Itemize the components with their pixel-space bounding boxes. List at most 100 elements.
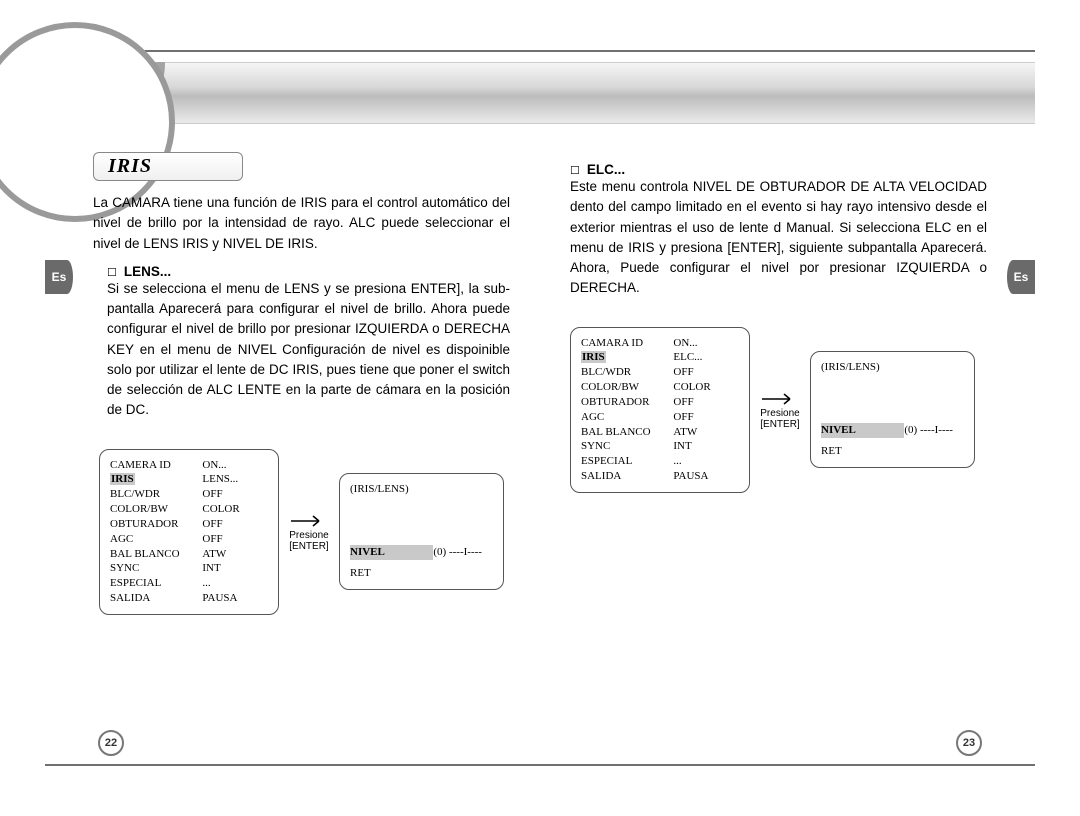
menu-value: COLOR	[202, 502, 264, 517]
menu-row: BLC/WDROFF	[110, 487, 264, 502]
menu-value: PAUSA	[673, 469, 735, 484]
elc-nivel-label: NIVEL	[821, 423, 904, 438]
menu-row: CAMARA IDON...	[581, 336, 735, 351]
menu-label: SYNC	[110, 561, 202, 576]
menu-row: SALIDAPAUSA	[581, 469, 735, 484]
menu-label: SYNC	[581, 439, 673, 454]
menu-label: IRIS	[110, 472, 202, 487]
menu-row: AGCOFF	[110, 532, 264, 547]
menu-value: OFF	[673, 365, 735, 380]
menu-label: ESPECIAL	[110, 576, 202, 591]
menu-row: BAL BLANCOATW	[581, 425, 735, 440]
menu-label: BLC/WDR	[110, 487, 202, 502]
menu-value: OFF	[202, 532, 264, 547]
lens-main-menu-table: CAMERA IDON...IRISLENS...BLC/WDROFFCOLOR…	[110, 458, 264, 606]
menu-label: SALIDA	[581, 469, 673, 484]
lens-nivel-label: NIVEL	[350, 545, 433, 560]
menu-value: OFF	[202, 517, 264, 532]
lens-sub-table: NIVEL(0) ----I----	[350, 545, 489, 560]
elc-arrow-block: Presione [ENTER]	[760, 390, 800, 430]
menu-value: INT	[202, 561, 264, 576]
lang-tab-right: Es	[1007, 260, 1035, 294]
lens-nivel-value: (0) ----I----	[433, 545, 489, 560]
menu-row: COLOR/BWCOLOR	[581, 380, 735, 395]
menu-value: ...	[673, 454, 735, 469]
menu-label: OBTURADOR	[110, 517, 202, 532]
menu-row: AGCOFF	[581, 410, 735, 425]
section-title: IRIS	[108, 155, 152, 177]
menu-row: IRISLENS...	[110, 472, 264, 487]
menu-row: BAL BLANCOATW	[110, 547, 264, 562]
arrow-caption-top: Presione	[289, 530, 328, 541]
lens-menu-row: CAMERA IDON...IRISLENS...BLC/WDROFFCOLOR…	[99, 449, 510, 615]
arrow-caption-bottom: [ENTER]	[289, 541, 328, 552]
elc-sub-title: (IRIS/LENS)	[821, 360, 960, 375]
menu-row: OBTURADOROFF	[110, 517, 264, 532]
menu-row: ESPECIAL...	[581, 454, 735, 469]
menu-value: ON...	[202, 458, 264, 473]
elc-heading: ELC...	[570, 162, 987, 177]
elc-menu-row: CAMARA IDON...IRISELC...BLC/WDROFFCOLOR/…	[570, 327, 987, 493]
lens-sub-menu-box: (IRIS/LENS) NIVEL(0) ----I---- RET	[339, 473, 504, 590]
elc-main-menu-box: CAMARA IDON...IRISELC...BLC/WDROFFCOLOR/…	[570, 327, 750, 493]
page-frame: IRIS La CAMARA tiene una función de IRIS…	[45, 50, 1035, 766]
left-column: IRIS La CAMARA tiene una función de IRIS…	[93, 152, 510, 724]
menu-label: CAMERA ID	[110, 458, 202, 473]
elc-sub-menu-box: (IRIS/LENS) NIVEL(0) ----I---- RET	[810, 351, 975, 468]
lang-tab-left: Es	[45, 260, 73, 294]
menu-value: ATW	[202, 547, 264, 562]
arrow-right-icon	[760, 390, 800, 408]
menu-row: SYNCINT	[110, 561, 264, 576]
menu-label: CAMARA ID	[581, 336, 673, 351]
intro-paragraph: La CAMARA tiene una función de IRIS para…	[93, 193, 510, 254]
lens-body: Si se selecciona el menu de LENS y se pr…	[107, 279, 510, 421]
lens-sub-title: (IRIS/LENS)	[350, 482, 489, 497]
menu-row: CAMERA IDON...	[110, 458, 264, 473]
menu-value: ON...	[673, 336, 735, 351]
menu-row: COLOR/BWCOLOR	[110, 502, 264, 517]
menu-label: BLC/WDR	[581, 365, 673, 380]
menu-value: ELC...	[673, 350, 735, 365]
menu-row: SALIDAPAUSA	[110, 591, 264, 606]
menu-value: ...	[202, 576, 264, 591]
menu-label: COLOR/BW	[110, 502, 202, 517]
menu-label: BAL BLANCO	[110, 547, 202, 562]
menu-value: LENS...	[202, 472, 264, 487]
lens-ret: RET	[350, 566, 489, 581]
menu-row: IRISELC...	[581, 350, 735, 365]
elc-ret: RET	[821, 444, 960, 459]
elc-sub-table: NIVEL(0) ----I----	[821, 423, 960, 438]
menu-label: COLOR/BW	[581, 380, 673, 395]
menu-row: BLC/WDROFF	[581, 365, 735, 380]
arrow-caption-top: Presione	[760, 408, 799, 419]
menu-value: COLOR	[673, 380, 735, 395]
lens-arrow-block: Presione [ENTER]	[289, 512, 329, 552]
arrow-caption-bottom: [ENTER]	[760, 419, 799, 430]
lens-heading: LENS...	[107, 264, 510, 279]
section-title-box: IRIS	[93, 152, 243, 181]
elc-main-menu-table: CAMARA IDON...IRISELC...BLC/WDROFFCOLOR/…	[581, 336, 735, 484]
arrow-right-icon	[289, 512, 329, 530]
menu-label: OBTURADOR	[581, 395, 673, 410]
elc-body: Este menu controla NIVEL DE OBTURADOR DE…	[570, 177, 987, 299]
menu-value: PAUSA	[202, 591, 264, 606]
page-number-right: 23	[956, 730, 982, 756]
page-number-left: 22	[98, 730, 124, 756]
lens-main-menu-box: CAMERA IDON...IRISLENS...BLC/WDROFFCOLOR…	[99, 449, 279, 615]
menu-label: AGC	[581, 410, 673, 425]
menu-label: ESPECIAL	[581, 454, 673, 469]
menu-label: IRIS	[581, 350, 673, 365]
header-gradient-band	[45, 62, 1035, 124]
right-column: ELC... Este menu controla NIVEL DE OBTUR…	[570, 152, 987, 724]
menu-value: ATW	[673, 425, 735, 440]
menu-label: AGC	[110, 532, 202, 547]
two-column-layout: IRIS La CAMARA tiene una función de IRIS…	[93, 152, 987, 724]
menu-row: OBTURADOROFF	[581, 395, 735, 410]
menu-row: SYNCINT	[581, 439, 735, 454]
menu-label: BAL BLANCO	[581, 425, 673, 440]
menu-label: SALIDA	[110, 591, 202, 606]
elc-nivel-value: (0) ----I----	[904, 423, 960, 438]
menu-value: INT	[673, 439, 735, 454]
menu-row: ESPECIAL...	[110, 576, 264, 591]
menu-value: OFF	[673, 410, 735, 425]
